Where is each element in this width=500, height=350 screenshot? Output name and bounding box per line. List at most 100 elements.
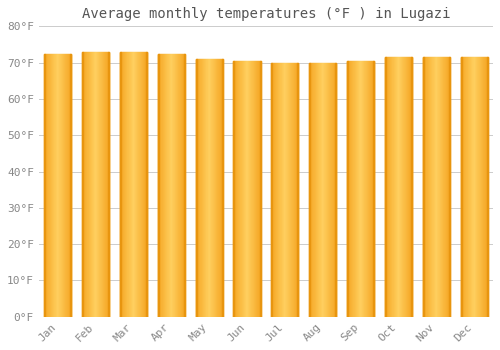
Bar [288,63,289,317]
Bar [330,63,331,317]
Bar [273,63,274,317]
Bar [256,61,257,317]
Bar [236,61,237,317]
Bar [197,59,198,317]
Bar [373,61,374,317]
Bar [472,57,473,317]
Bar [132,52,133,317]
Bar [401,57,402,317]
Bar [385,57,386,317]
Bar [257,61,258,317]
Bar [405,57,406,317]
Bar [440,57,441,317]
Bar [258,61,259,317]
Bar [438,57,439,317]
Bar [120,52,121,317]
Bar [314,63,315,317]
Bar [326,63,327,317]
Bar [385,57,386,317]
Bar [252,61,253,317]
Bar [424,57,425,317]
Bar [128,52,129,317]
Bar [286,63,287,317]
Bar [60,54,61,317]
Bar [479,57,480,317]
Bar [433,57,434,317]
Bar [483,57,484,317]
Bar [443,57,444,317]
Bar [64,54,65,317]
Bar [238,61,239,317]
Bar [51,54,52,317]
Bar [202,59,203,317]
Bar [395,57,396,317]
Bar [351,61,352,317]
Bar [335,63,336,317]
Bar [180,54,181,317]
Bar [486,57,488,317]
Bar [373,61,374,317]
Bar [471,57,472,317]
Bar [461,57,462,317]
Bar [434,57,435,317]
Bar [247,61,248,317]
Bar [127,52,128,317]
Bar [275,63,276,317]
Bar [289,63,290,317]
Bar [436,57,437,317]
Bar [278,63,279,317]
Bar [467,57,468,317]
Bar [470,57,471,317]
Bar [201,59,202,317]
Bar [402,57,403,317]
Bar [44,54,45,317]
Bar [449,57,450,317]
Bar [477,57,478,317]
Bar [279,63,280,317]
Bar [124,52,126,317]
Bar [406,57,407,317]
Bar [104,52,105,317]
Bar [347,61,348,317]
Bar [322,63,324,317]
Bar [176,54,178,317]
Bar [334,63,335,317]
Bar [480,57,481,317]
Bar [146,52,147,317]
Bar [100,52,101,317]
Bar [145,52,146,317]
Bar [324,63,325,317]
Bar [393,57,394,317]
Bar [328,63,330,317]
Bar [280,63,281,317]
Bar [253,61,254,317]
Bar [359,61,360,317]
Title: Average monthly temperatures (°F ) in Lugazi: Average monthly temperatures (°F ) in Lu… [82,7,450,21]
Bar [140,52,141,317]
Bar [423,57,424,317]
Bar [283,63,284,317]
Bar [354,61,355,317]
Bar [139,52,140,317]
Bar [410,57,411,317]
Bar [205,59,206,317]
Bar [93,52,94,317]
Bar [292,63,293,317]
Bar [404,57,405,317]
Bar [446,57,447,317]
Bar [399,57,400,317]
Bar [50,54,51,317]
Bar [105,52,106,317]
Bar [291,63,292,317]
Bar [120,52,121,317]
Bar [312,63,313,317]
Bar [163,54,164,317]
Bar [222,59,223,317]
Bar [241,61,242,317]
Bar [254,61,255,317]
Bar [218,59,219,317]
Bar [48,54,49,317]
Bar [138,52,139,317]
Bar [165,54,166,317]
Bar [478,57,479,317]
